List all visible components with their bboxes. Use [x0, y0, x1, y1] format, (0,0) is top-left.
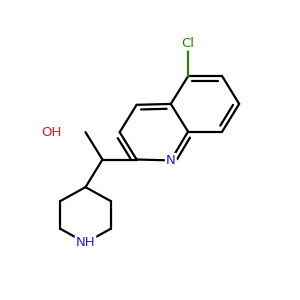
Text: N: N	[166, 154, 176, 167]
Text: Cl: Cl	[182, 37, 194, 50]
Text: OH: OH	[41, 126, 61, 139]
Text: NH: NH	[76, 236, 95, 249]
